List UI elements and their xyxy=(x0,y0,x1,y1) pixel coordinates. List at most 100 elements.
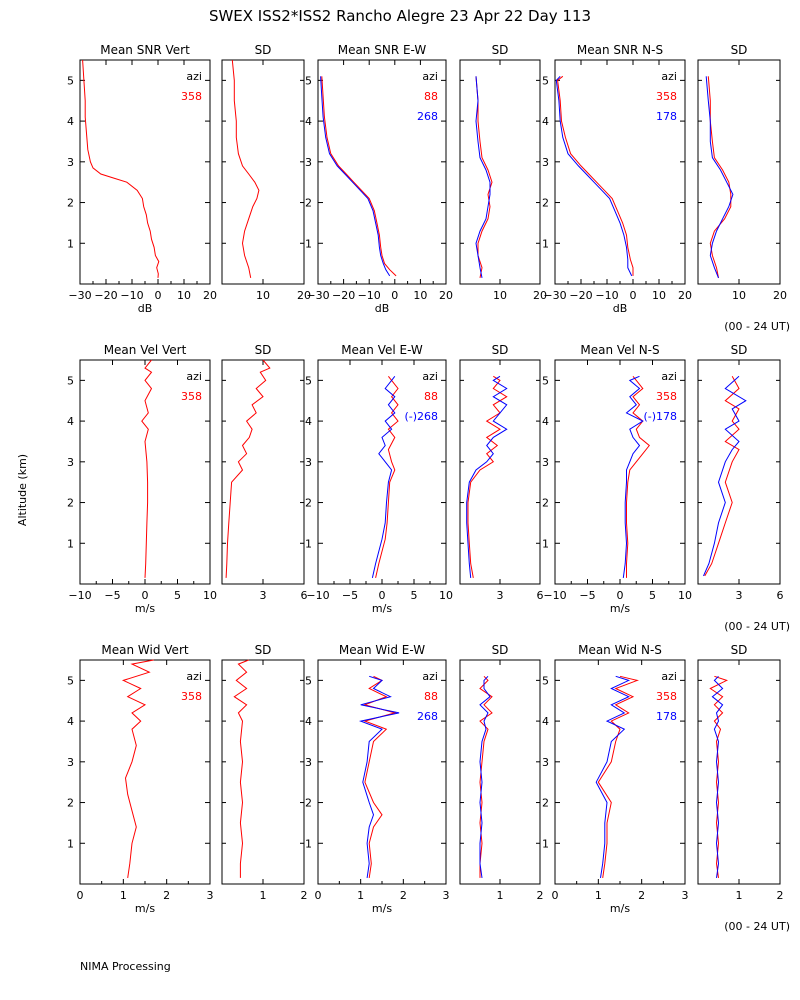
x-tick-label: 0 xyxy=(315,889,322,902)
x-tick-label: 1 xyxy=(260,889,267,902)
x-tick-label: 20 xyxy=(533,289,547,302)
y-tick-label: 1 xyxy=(542,537,549,550)
y-tick-label: 4 xyxy=(67,115,74,128)
azi-heading: azi xyxy=(186,370,202,383)
x-tick-label: 1 xyxy=(736,889,743,902)
x-tick-label: 6 xyxy=(777,589,784,602)
x-axis-label: dB xyxy=(138,302,153,315)
x-tick-label: 2 xyxy=(301,889,308,902)
y-tick-label: 3 xyxy=(67,456,74,469)
series-line-red xyxy=(626,375,650,578)
x-tick-label: −20 xyxy=(94,289,117,302)
x-tick-label: 3 xyxy=(443,889,450,902)
y-tick-label: 2 xyxy=(542,197,549,210)
y-tick-label: 1 xyxy=(67,537,74,550)
x-tick-label: 20 xyxy=(439,289,453,302)
x-tick-label: −5 xyxy=(579,589,595,602)
x-tick-label: 20 xyxy=(203,289,217,302)
footer-processing-label: NIMA Processing xyxy=(80,960,171,973)
series-line-red xyxy=(704,376,740,577)
x-axis-label: m/s xyxy=(372,602,392,615)
x-tick-label: −20 xyxy=(332,289,355,302)
x-tick-label: 10 xyxy=(493,289,507,302)
panel-title: Mean Wid N-S xyxy=(578,643,662,657)
series-line-red xyxy=(321,76,397,277)
x-tick-label: 20 xyxy=(773,289,787,302)
azi-value: (-)268 xyxy=(404,410,438,423)
x-tick-label: 3 xyxy=(736,589,743,602)
x-tick-label: 3 xyxy=(207,889,214,902)
x-tick-label: 1 xyxy=(120,889,127,902)
x-tick-label: −5 xyxy=(342,589,358,602)
plot-frame xyxy=(221,659,305,885)
series-line-blue xyxy=(320,76,391,277)
x-tick-label: 1 xyxy=(357,889,364,902)
y-tick-label: 3 xyxy=(305,756,312,769)
y-tick-label: 3 xyxy=(305,456,312,469)
series-line-red xyxy=(707,76,732,278)
x-tick-label: 2 xyxy=(777,889,784,902)
panel-title: SD xyxy=(731,43,748,57)
x-tick-label: 3 xyxy=(260,589,267,602)
panel-row-1: Mean SNR Vert−30 −20 −10 0 10 2012345dBazi358… xyxy=(67,43,790,333)
y-tick-label: 1 xyxy=(542,837,549,850)
series-line-blue xyxy=(705,76,734,279)
series-line-red xyxy=(557,75,634,276)
panel-1-1: Mean SNR Vert −30 −20 −10 0 10 20 1 2 3 4 5 dB azi 358 xyxy=(67,43,217,315)
panel-title: SD xyxy=(255,43,272,57)
ut-range-label: (00 - 24 UT) xyxy=(724,620,790,633)
x-tick-label: 6 xyxy=(301,589,308,602)
x-axis-label: dB xyxy=(375,302,390,315)
azi-value: 358 xyxy=(656,690,677,703)
series-line-red xyxy=(375,375,399,579)
x-tick-label: −10 xyxy=(358,289,381,302)
x-axis-label: m/s xyxy=(135,902,155,915)
panel-title: Mean Vel Vert xyxy=(104,343,187,357)
y-tick-label: 2 xyxy=(542,497,549,510)
x-tick-label: −10 xyxy=(543,589,566,602)
panel-title: Mean Vel E-W xyxy=(341,343,423,357)
series-line-blue xyxy=(358,675,400,878)
y-tick-label: 2 xyxy=(67,797,74,810)
x-tick-label: −30 xyxy=(306,289,329,302)
azi-value: 268 xyxy=(417,110,438,123)
series-line-blue xyxy=(479,675,491,878)
plot-frame xyxy=(697,59,781,285)
x-tick-label: 0 xyxy=(155,289,162,302)
panel-title: SD xyxy=(255,643,272,657)
azi-heading: azi xyxy=(422,370,438,383)
azi-value: 178 xyxy=(656,110,677,123)
plot-frame xyxy=(459,659,541,885)
x-tick-label: −5 xyxy=(104,589,120,602)
series-line-blue xyxy=(622,375,644,578)
y-tick-label: 2 xyxy=(542,797,549,810)
series-line-red xyxy=(121,659,154,878)
panel-1-2: SD 10 20 xyxy=(221,43,311,302)
y-tick-label: 5 xyxy=(305,374,312,387)
series-line-blue xyxy=(555,75,633,277)
x-tick-label: 10 xyxy=(203,589,217,602)
x-tick-label: 0 xyxy=(379,589,386,602)
panel-title: SD xyxy=(731,343,748,357)
series-line-blue xyxy=(475,76,491,278)
series-line-red xyxy=(225,359,271,578)
panel-3-5: Mean Wid N-S 0 1 2 3 1 2 3 4 5 m/s azi 358 178 xyxy=(542,643,689,915)
x-tick-label: 5 xyxy=(174,589,181,602)
series-line-red xyxy=(231,59,260,278)
y-tick-label: 3 xyxy=(67,156,74,169)
panel-2-3: Mean Vel E-W −10 −5 0 5 10 1 2 3 4 5 m/s azi 88 (-)268 xyxy=(305,343,453,615)
x-tick-label: 0 xyxy=(391,289,398,302)
x-tick-label: 2 xyxy=(537,889,544,902)
y-tick-label: 4 xyxy=(542,415,549,428)
x-axis-label: m/s xyxy=(372,902,392,915)
panel-2-1: Mean Vel Vert −10 −5 0 5 10 1 2 3 4 5 m/s azi 358 xyxy=(67,343,217,615)
panel-title: SD xyxy=(731,643,748,657)
panel-2-2: SD 3 6 xyxy=(221,343,308,602)
x-tick-label: 10 xyxy=(256,289,270,302)
azi-heading: azi xyxy=(186,70,202,83)
ut-range-label: (00 - 24 UT) xyxy=(724,920,790,933)
plot-frame xyxy=(459,359,541,585)
x-axis-label: dB xyxy=(613,302,628,315)
series-line-blue xyxy=(466,375,508,578)
